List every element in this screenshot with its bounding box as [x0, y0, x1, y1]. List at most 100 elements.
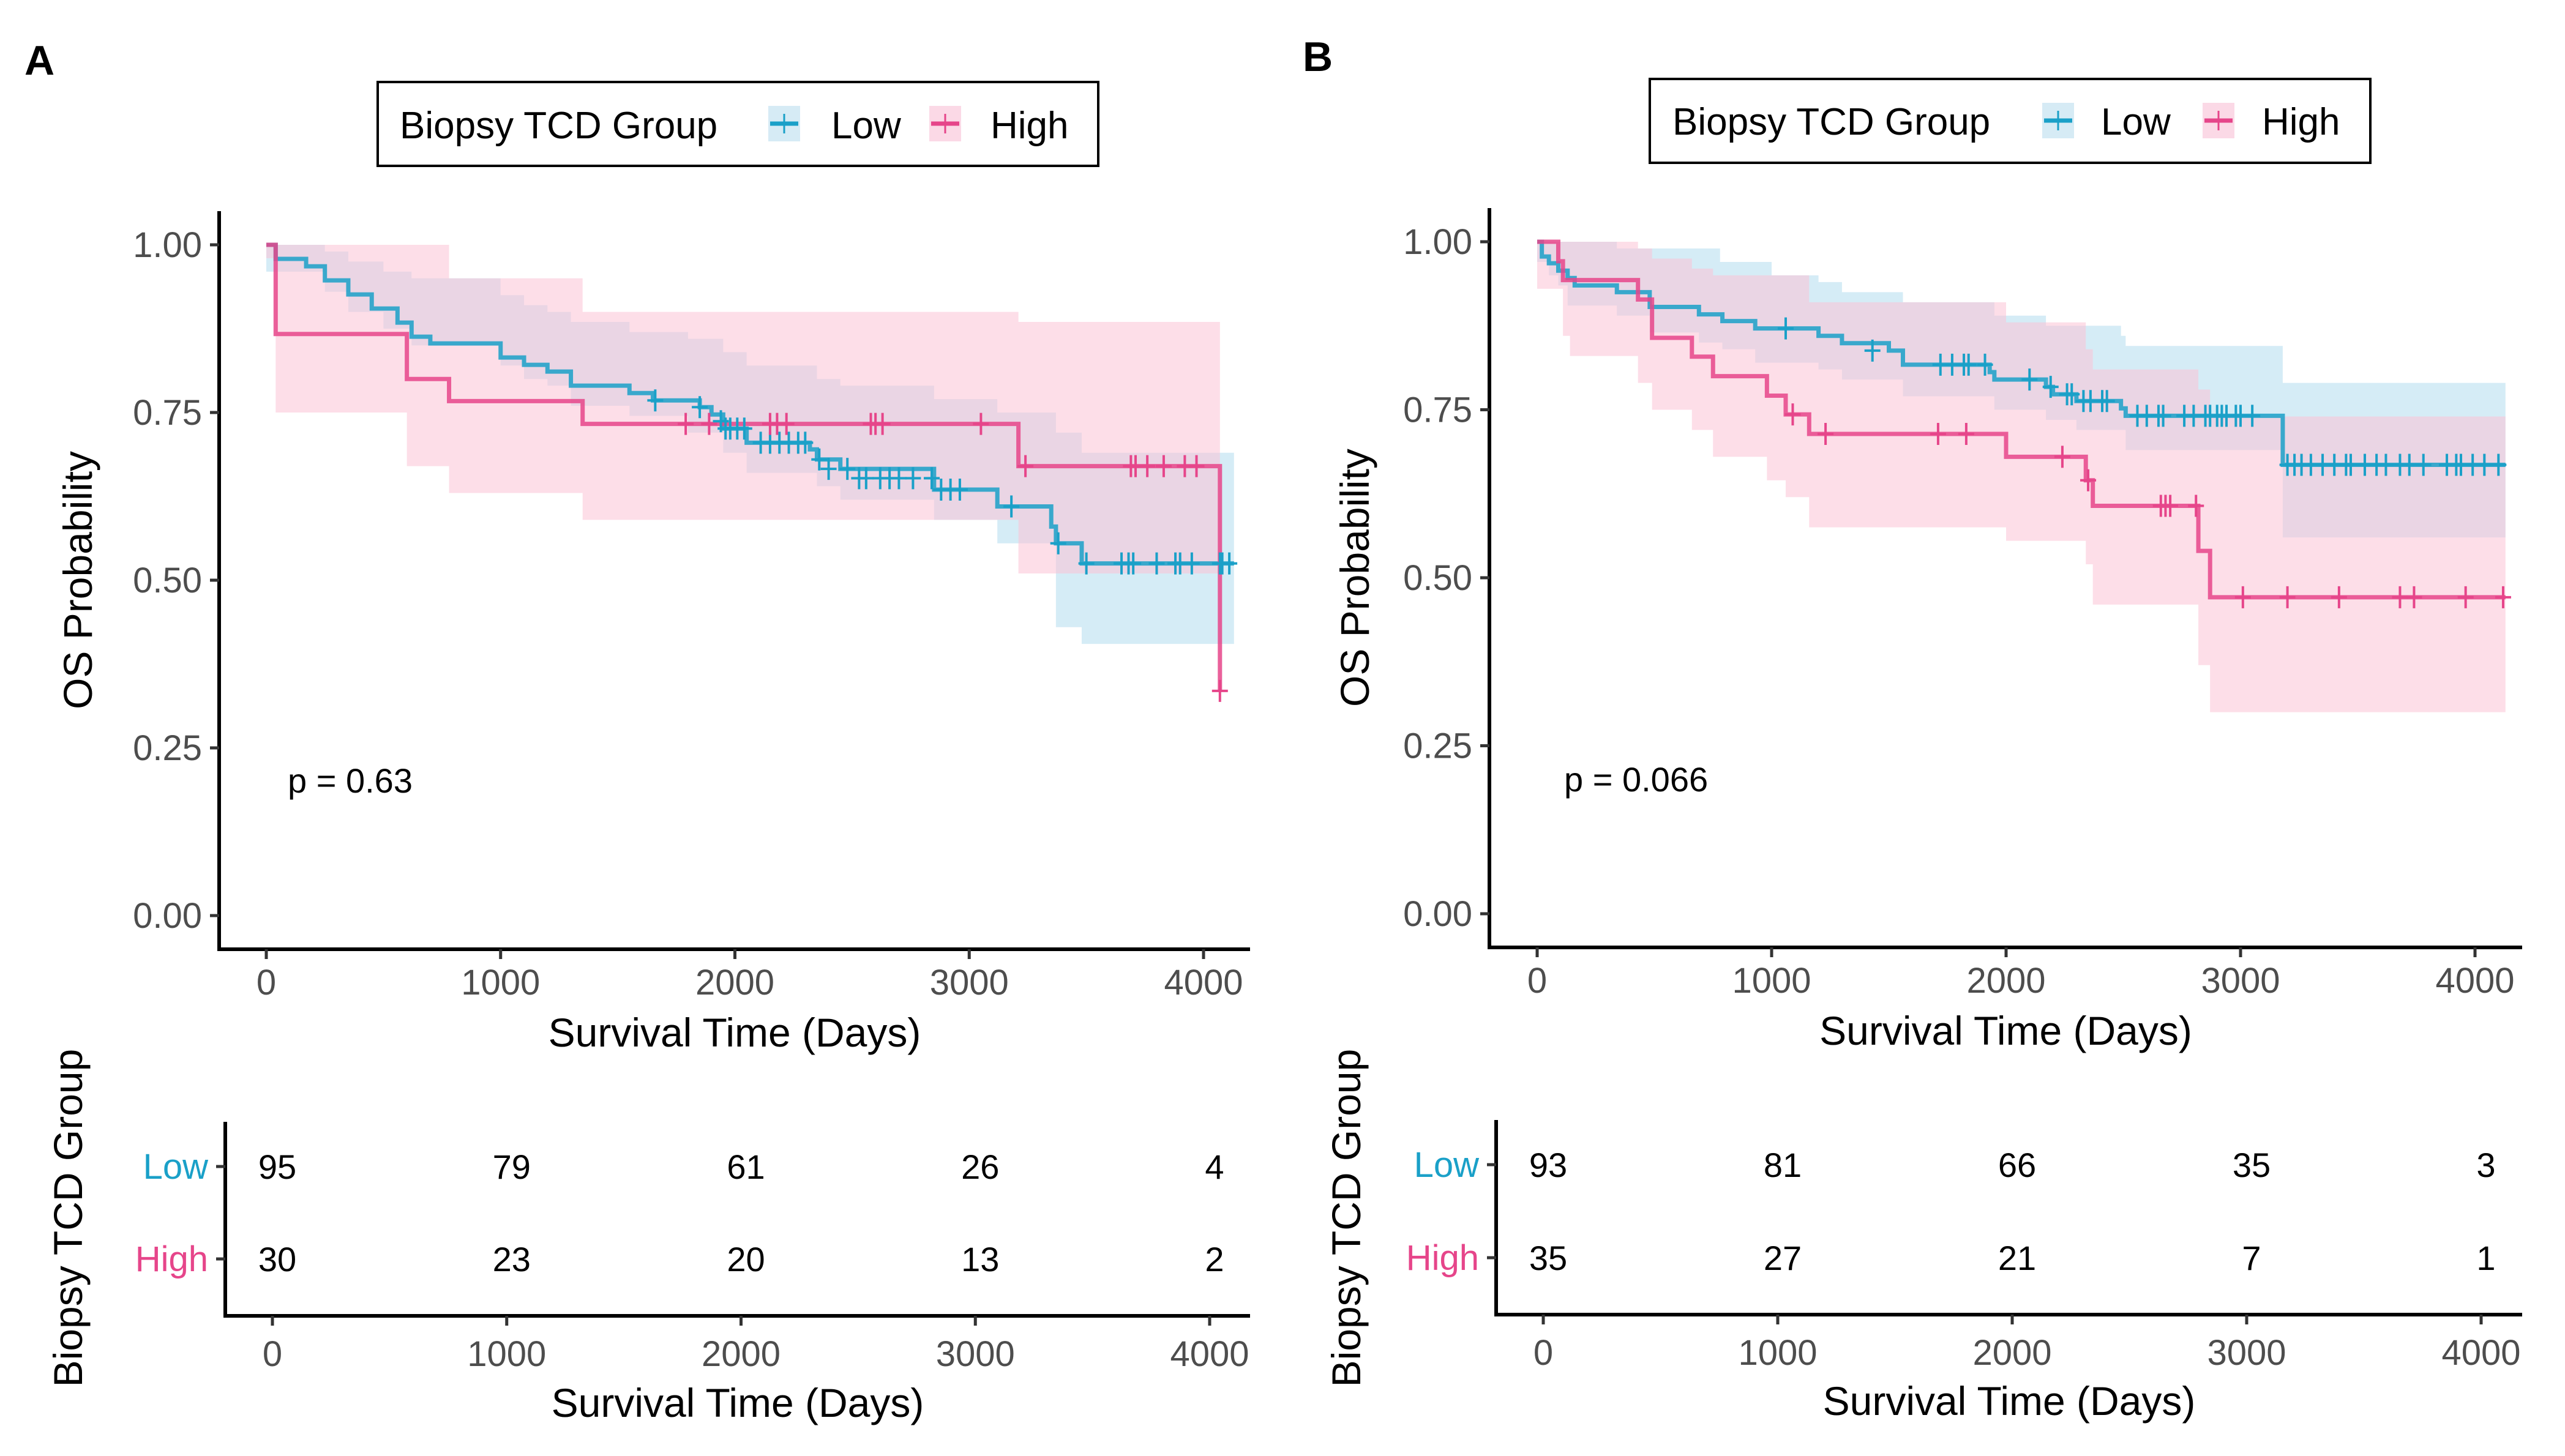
y-tick-label: 0.50 — [133, 561, 202, 600]
risk-table-row-label-low: Low — [1414, 1145, 1480, 1185]
risk-table-cell: 93 — [1529, 1146, 1567, 1184]
censor-mark — [858, 467, 874, 490]
censor-mark — [2343, 454, 2359, 476]
censor-mark — [678, 413, 694, 435]
y-tick-label: 0.00 — [1403, 894, 1472, 934]
risk-table-row-label-low: Low — [143, 1147, 209, 1187]
p-value-label: p = 0.066 — [1564, 760, 1708, 799]
risk-table-cell: 35 — [1529, 1239, 1567, 1277]
y-tick-label: 0.75 — [133, 393, 202, 433]
y-tick-label: 1.00 — [1403, 222, 1472, 262]
x-axis-title: Survival Time (Days) — [549, 1010, 921, 1055]
risk-table-row-label-high: High — [135, 1239, 208, 1279]
censor-mark — [1777, 317, 1794, 340]
censor-mark — [1188, 455, 1205, 477]
censor-mark — [1930, 423, 1946, 446]
risk-table-cell: 3 — [2476, 1146, 2495, 1184]
risk-table-cell: 35 — [2233, 1146, 2271, 1184]
censor-mark — [1958, 423, 1974, 446]
censor-mark — [2490, 454, 2507, 476]
censor-mark — [2021, 368, 2038, 391]
censor-mark — [1017, 455, 1034, 477]
censor-mark — [701, 413, 717, 435]
censor-mark — [2188, 495, 2204, 517]
panel-b: B Biopsy TCD Group Low High 0.00 0.25 0.50… — [1303, 34, 2522, 1424]
legend-label-high: High — [990, 105, 1069, 147]
x-tick-label: 1000 — [1732, 961, 1811, 1001]
censor-mark — [2042, 376, 2059, 398]
censor-mark — [2244, 405, 2261, 427]
y-tick-label: 0.25 — [133, 728, 202, 768]
risk-table-cell: 1 — [2476, 1239, 2495, 1277]
risk-table-cell: 23 — [493, 1240, 531, 1279]
x-tick-label: 3000 — [930, 963, 1009, 1002]
x-tick-label: 2000 — [695, 963, 774, 1002]
risk-table-y-title: Biopsy TCD Group — [45, 1049, 91, 1387]
censor-mark — [891, 467, 907, 490]
censor-mark — [2401, 454, 2417, 476]
censor-mark — [1050, 532, 1066, 554]
x-tick-label: 0 — [1527, 961, 1547, 1001]
censor-mark — [924, 467, 940, 490]
censor-mark — [1183, 552, 1200, 575]
risk-table-x-title: Survival Time (Days) — [552, 1380, 924, 1425]
censor-mark — [1818, 423, 1834, 446]
x-tick-label: 4000 — [2435, 961, 2514, 1001]
risk-table-cell: 20 — [727, 1240, 765, 1279]
censor-mark — [778, 413, 795, 435]
censor-mark — [2457, 586, 2474, 608]
x-tick-label: 1000 — [461, 963, 540, 1002]
risk-table-cell: 2 — [1205, 1240, 1224, 1279]
censor-mark — [2476, 454, 2493, 476]
risk-table-cell: 30 — [258, 1240, 296, 1279]
censor-mark — [1864, 339, 1881, 362]
risk-table-cell: 81 — [1764, 1146, 1802, 1184]
censor-mark — [2099, 390, 2115, 413]
censor-mark — [2054, 446, 2070, 468]
y-axis-title: OS Probability — [55, 451, 100, 709]
survival-plot-b: 0.00 0.25 0.50 0.75 1.00 0 1000 2000 3000 4000 Sur… — [1332, 208, 2522, 1053]
panel-letter-b: B — [1303, 34, 1333, 80]
legend-key-low — [2042, 103, 2074, 138]
censor-mark — [2392, 586, 2408, 608]
x-tick-label: 3000 — [2201, 961, 2280, 1001]
censor-mark — [736, 417, 752, 440]
risk-table-cell: 13 — [961, 1240, 999, 1279]
censor-mark — [951, 479, 968, 501]
legend-box — [1649, 78, 2372, 164]
censor-mark — [1078, 552, 1095, 575]
legend-box — [376, 81, 1099, 167]
risk-table-x-tick-label: 2000 — [702, 1334, 781, 1374]
km-curve-low — [1537, 239, 2506, 468]
risk-table-x-tick-label: 0 — [263, 1334, 282, 1374]
censor-mark — [2406, 586, 2422, 608]
x-tick-label: 0 — [256, 963, 276, 1002]
censor-mark — [2162, 495, 2179, 517]
censor-mark — [797, 431, 814, 454]
censor-mark — [2234, 586, 2251, 608]
censor-mark — [2080, 469, 2097, 491]
censor-mark — [1960, 353, 1977, 376]
censor-mark — [2495, 586, 2511, 608]
legend-title: Biopsy TCD Group — [1672, 101, 1990, 143]
censor-mark — [2279, 586, 2296, 608]
legend: Biopsy TCD Group Low High — [1649, 78, 2372, 164]
risk-table-row-label-high: High — [1406, 1238, 1479, 1278]
censor-mark — [820, 458, 837, 480]
risk-table-cell: 21 — [1998, 1239, 2036, 1277]
risk-table-cell: 26 — [961, 1148, 999, 1186]
y-tick-label: 1.00 — [133, 225, 202, 265]
p-value-label: p = 0.63 — [288, 761, 413, 800]
risk-table-b: Low 93 81 66 35 3 High 35 27 21 7 1 0 1000 2000 3000 400… — [1324, 1049, 2522, 1424]
risk-table-x-tick-label: 4000 — [2441, 1333, 2520, 1373]
legend-label-high: High — [2262, 101, 2340, 143]
risk-table-x-tick-label: 2000 — [1972, 1333, 2051, 1373]
censor-mark — [839, 458, 856, 480]
censor-mark — [874, 413, 891, 435]
panel-a: A Biopsy TCD Group Low High 0.00 0.25 0.50… — [24, 37, 1250, 1425]
panel-letter-a: A — [24, 37, 54, 84]
risk-table-x-tick-label: 3000 — [936, 1334, 1015, 1374]
risk-table-cell: 66 — [1998, 1146, 2036, 1184]
legend-key-low — [768, 106, 800, 141]
